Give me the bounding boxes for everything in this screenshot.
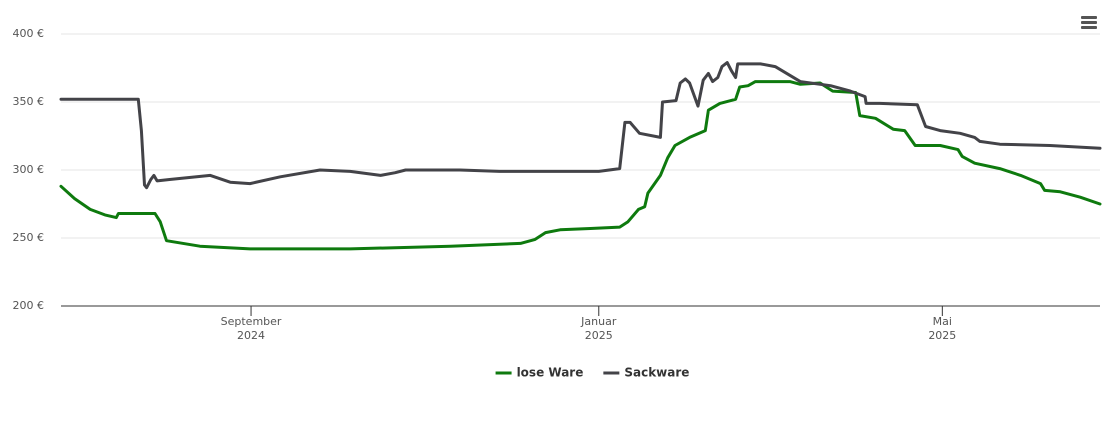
x-tick-label: Mai [933, 315, 952, 328]
y-tick-label: 250 € [13, 231, 45, 244]
menu-bar [1081, 26, 1097, 29]
x-tick-label: 2025 [585, 329, 613, 342]
legend-item[interactable]: lose Ware [495, 366, 584, 380]
x-tick-label: Januar [580, 315, 617, 328]
y-tick-label: 350 € [13, 95, 45, 108]
y-tick-label: 300 € [13, 163, 45, 176]
legend-item[interactable]: Sackware [603, 366, 689, 380]
x-tick-label: September [221, 315, 282, 328]
y-tick-label: 200 € [13, 299, 45, 312]
menu-button[interactable] [1081, 16, 1097, 29]
legend: lose Ware Sackware [495, 366, 689, 380]
x-tick-label: 2024 [237, 329, 265, 342]
series-line [59, 80, 1102, 251]
menu-bar [1081, 21, 1097, 24]
legend-label: lose Ware [517, 366, 584, 380]
series-line [59, 61, 1102, 190]
x-tick-label: 2025 [928, 329, 956, 342]
menu-bar [1081, 16, 1097, 19]
legend-label: Sackware [624, 366, 689, 380]
y-tick-label: 400 € [13, 27, 45, 40]
